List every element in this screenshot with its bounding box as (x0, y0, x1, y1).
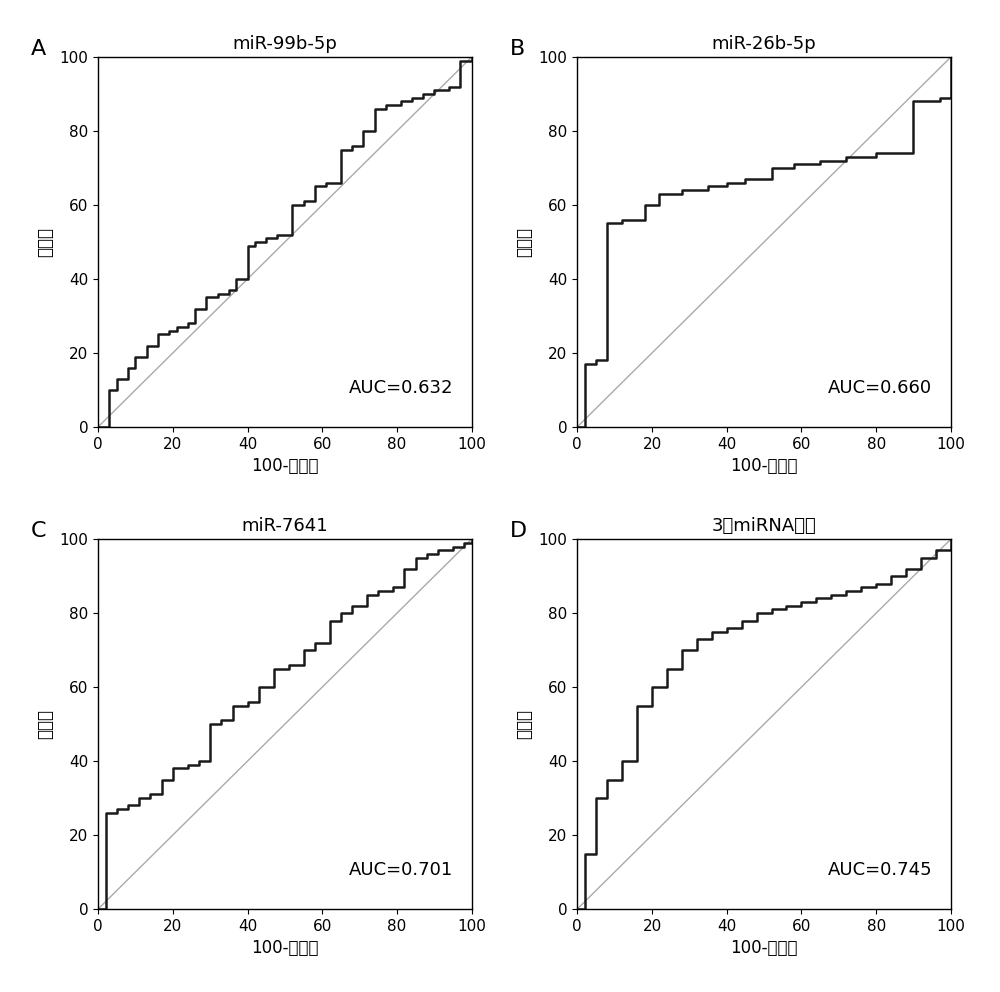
Text: C: C (31, 521, 46, 541)
Title: miR-26b-5p: miR-26b-5p (712, 35, 816, 53)
X-axis label: 100-特异度: 100-特异度 (251, 939, 319, 957)
X-axis label: 100-特异度: 100-特异度 (251, 457, 319, 475)
Title: 3个miRNA联合: 3个miRNA联合 (712, 517, 816, 535)
Title: miR-99b-5p: miR-99b-5p (232, 35, 337, 53)
Y-axis label: 灵敏度: 灵敏度 (515, 709, 533, 739)
Text: A: A (31, 39, 46, 59)
Y-axis label: 灵敏度: 灵敏度 (36, 227, 54, 257)
X-axis label: 100-特异度: 100-特异度 (730, 939, 798, 957)
X-axis label: 100-特异度: 100-特异度 (730, 457, 798, 475)
Text: B: B (510, 39, 525, 59)
Text: D: D (510, 521, 527, 541)
Text: AUC=0.660: AUC=0.660 (828, 379, 932, 398)
Title: miR-7641: miR-7641 (242, 517, 328, 535)
Text: AUC=0.632: AUC=0.632 (348, 379, 453, 398)
Text: AUC=0.745: AUC=0.745 (828, 861, 932, 880)
Text: AUC=0.701: AUC=0.701 (349, 861, 453, 880)
Y-axis label: 灵敏度: 灵敏度 (36, 709, 54, 739)
Y-axis label: 灵敏度: 灵敏度 (515, 227, 533, 257)
